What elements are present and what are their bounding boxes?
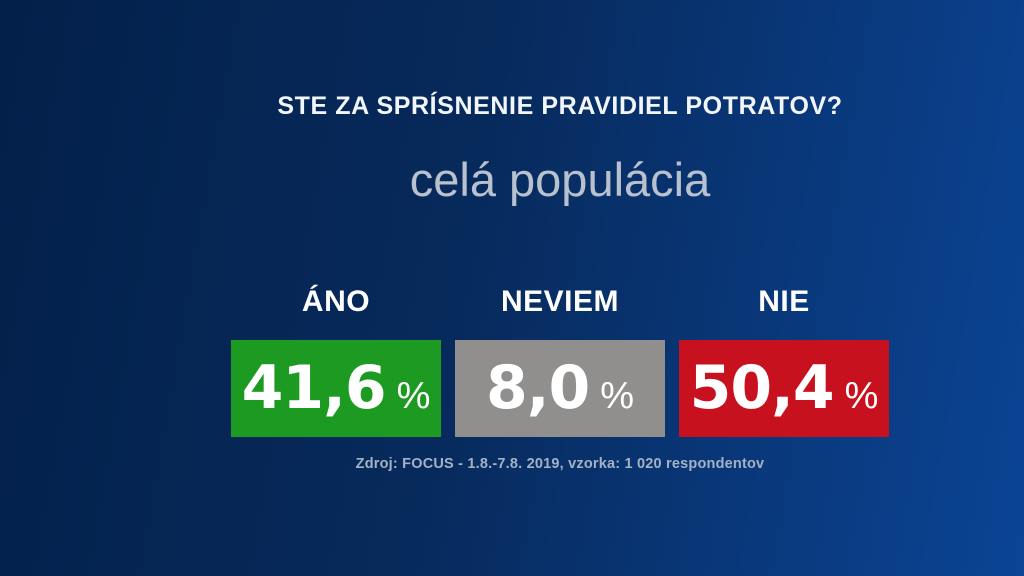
poll-question-title: STE ZA SPRÍSNENIE PRAVIDIEL POTRATOV? — [277, 92, 843, 120]
result-value-neviem: 8,0 — [485, 353, 590, 423]
poll-graphic-content: STE ZA SPRÍSNENIE PRAVIDIEL POTRATOV? ce… — [96, 0, 1024, 576]
percent-unit: % — [396, 375, 431, 417]
source-attribution: Zdroj: FOCUS - 1.8.-7.8. 2019, vzorka: 1… — [355, 456, 765, 472]
result-box-nie: 50,4 % — [679, 340, 889, 437]
result-label-neviem: NEVIEM — [500, 285, 620, 318]
result-label-nie: NIE — [758, 285, 810, 318]
result-column-ano: ÁNO 41,6 % — [231, 284, 441, 437]
result-value-nie: 50,4 — [689, 353, 835, 423]
poll-subtitle-population: celá populácia — [409, 153, 711, 206]
result-column-nie: NIE 50,4 % — [679, 284, 889, 437]
result-label-ano: ÁNO — [301, 285, 371, 318]
poll-results-row: ÁNO 41,6 % NEVIEM 8,0 % NIE 50,4 % — [96, 284, 1024, 437]
percent-unit: % — [600, 375, 635, 417]
percent-unit: % — [844, 375, 879, 417]
result-value-ano: 41,6 — [241, 353, 387, 423]
result-column-neviem: NEVIEM 8,0 % — [455, 284, 665, 437]
result-box-ano: 41,6 % — [231, 340, 441, 437]
result-box-neviem: 8,0 % — [455, 340, 665, 437]
